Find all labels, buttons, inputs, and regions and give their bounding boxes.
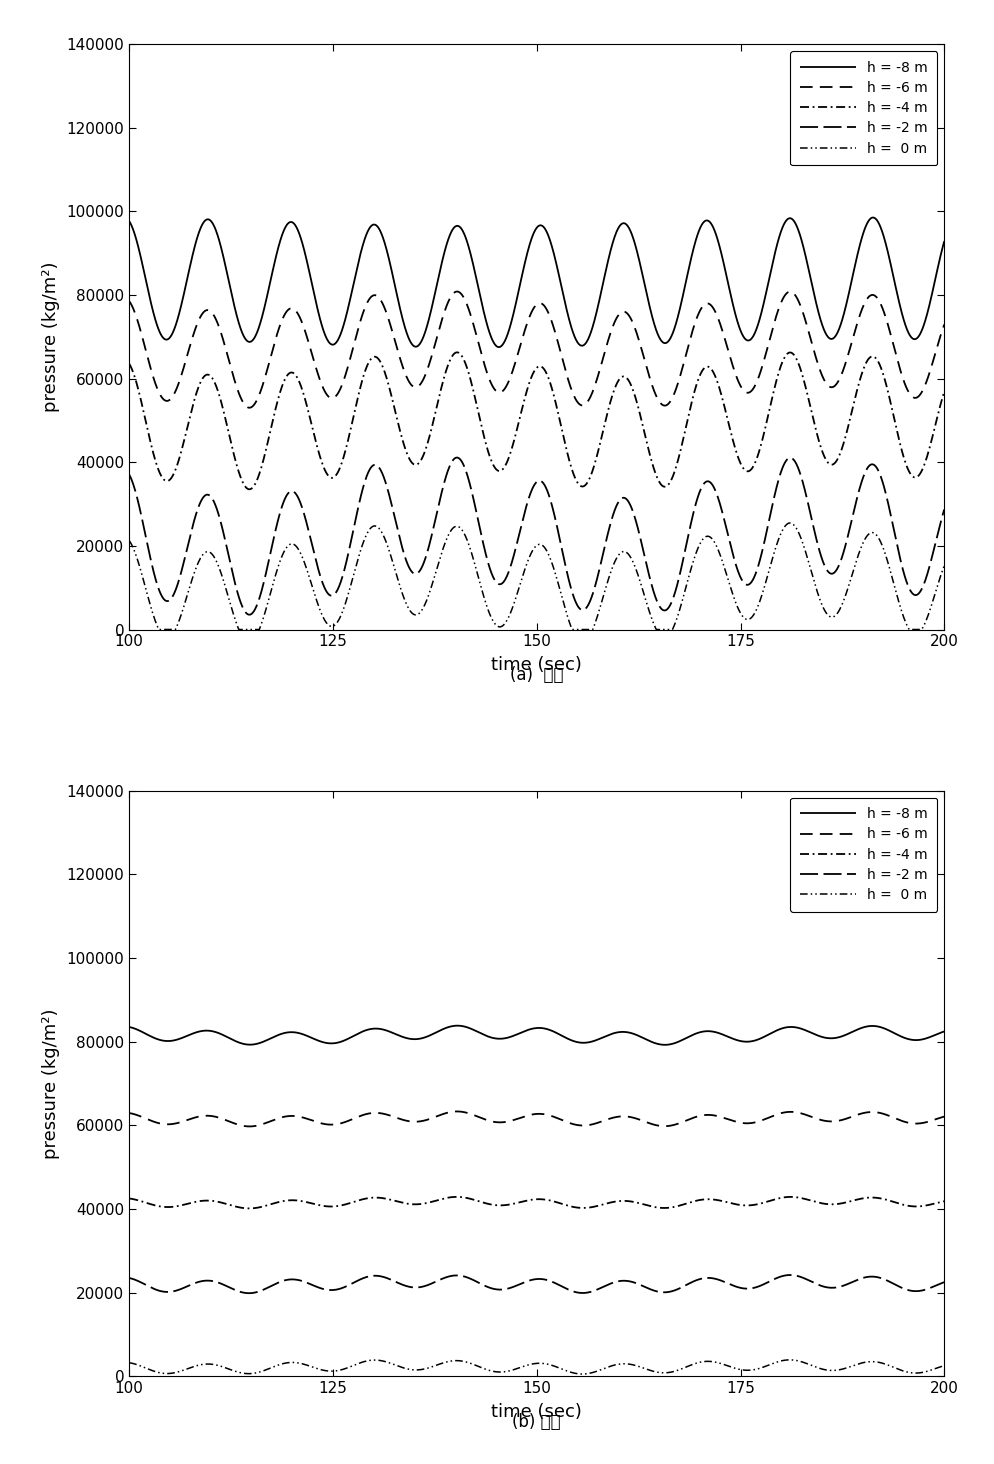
X-axis label: time (sec): time (sec)	[491, 1403, 582, 1422]
Y-axis label: pressure (kg/m²): pressure (kg/m²)	[42, 262, 60, 411]
Legend: h = -8 m, h = -6 m, h = -4 m, h = -2 m, h =  0 m: h = -8 m, h = -6 m, h = -4 m, h = -2 m, …	[790, 798, 937, 912]
Text: (a)  전면: (a) 전면	[510, 666, 564, 684]
Text: (b) 웄면: (b) 웄면	[513, 1413, 561, 1430]
Legend: h = -8 m, h = -6 m, h = -4 m, h = -2 m, h =  0 m: h = -8 m, h = -6 m, h = -4 m, h = -2 m, …	[790, 51, 937, 165]
Y-axis label: pressure (kg/m²): pressure (kg/m²)	[42, 1009, 60, 1158]
X-axis label: time (sec): time (sec)	[491, 656, 582, 675]
